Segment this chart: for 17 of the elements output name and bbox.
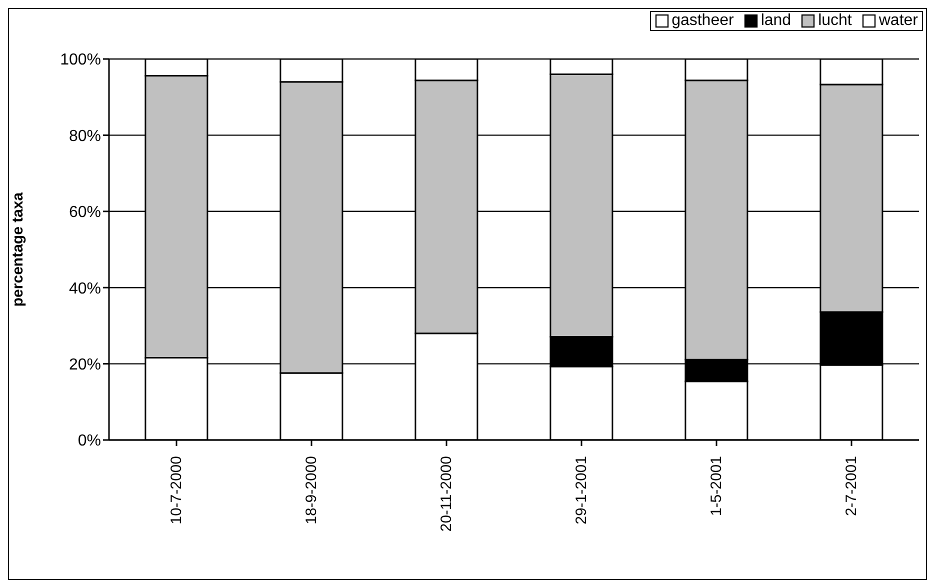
y-tick-label: 40% [68, 280, 101, 298]
legend-label: water [878, 12, 918, 30]
x-tick-label: 18-9-2000 [303, 456, 320, 524]
y-axis-title: percentage taxa [9, 192, 26, 307]
x-tick-label: 29-1-2001 [573, 456, 590, 524]
legend-label: land [760, 12, 792, 30]
y-tick-label: 100% [60, 52, 101, 69]
legend-label: gastheer [672, 12, 734, 30]
y-tick-label: 0% [78, 432, 101, 450]
x-tick-label: 20-11-2000 [438, 456, 455, 532]
legend-label: lucht [818, 12, 852, 30]
x-tick-label: 1-5-2001 [708, 456, 725, 516]
x-tick-label: 2-7-2001 [843, 456, 860, 516]
x-tick-label: 10-7-2000 [168, 456, 185, 524]
y-tick-label: 20% [68, 356, 101, 374]
y-tick-label: 60% [68, 204, 101, 222]
y-tick-label: 80% [68, 128, 101, 145]
